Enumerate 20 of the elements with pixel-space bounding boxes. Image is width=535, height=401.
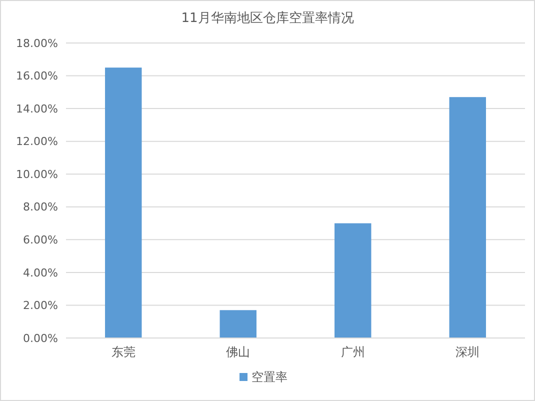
y-tick-label: 16.00% xyxy=(16,70,58,83)
y-tick-label: 6.00% xyxy=(23,234,58,247)
legend-label: 空置率 xyxy=(252,370,288,384)
y-tick-label: 10.00% xyxy=(16,168,58,181)
x-tick-label: 广州 xyxy=(340,345,365,359)
x-tick-label: 深圳 xyxy=(456,345,480,359)
y-tick-label: 0.00% xyxy=(23,332,58,345)
bar xyxy=(220,310,256,338)
bar xyxy=(449,97,486,338)
y-tick-label: 14.00% xyxy=(16,102,58,116)
chart-title: 11月华南地区仓库空置率情况 xyxy=(181,10,354,26)
bar xyxy=(105,68,142,338)
x-tick-label: 东莞 xyxy=(111,345,136,359)
bar xyxy=(334,223,372,338)
y-tick-label: 12.00% xyxy=(16,135,58,148)
y-tick-label: 2.00% xyxy=(23,299,58,312)
y-tick-label: 18.00% xyxy=(16,36,58,50)
y-tick-label: 4.00% xyxy=(23,266,58,280)
x-tick-label: 佛山 xyxy=(226,345,250,359)
y-tick-label: 8.00% xyxy=(23,200,58,214)
